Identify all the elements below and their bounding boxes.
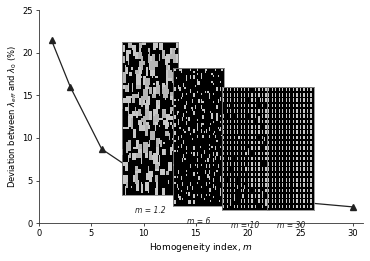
Text: m = 10: m = 10	[232, 221, 260, 230]
Y-axis label: Deviation between $\lambda_{eff}$ and $\lambda_0$ (%): Deviation between $\lambda_{eff}$ and $\…	[7, 45, 20, 188]
X-axis label: Homogeneity index, $m$: Homogeneity index, $m$	[149, 241, 253, 254]
Text: m = 6: m = 6	[187, 217, 210, 226]
Text: m = 1.2: m = 1.2	[135, 206, 165, 215]
Text: m = 30: m = 30	[277, 221, 305, 230]
